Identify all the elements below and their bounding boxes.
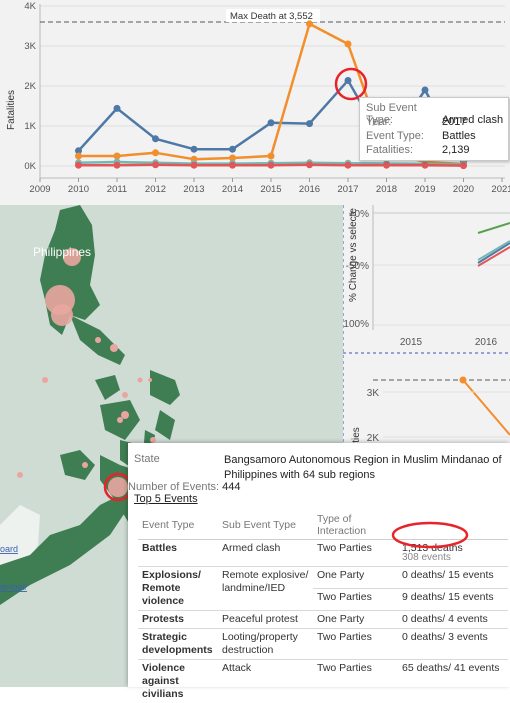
event-bubble[interactable] — [110, 344, 118, 352]
data-point[interactable] — [268, 119, 275, 126]
mindoro-island[interactable] — [95, 375, 120, 400]
tooltip-row-fatalities: Fatalities:2,139 — [366, 144, 470, 156]
data-point[interactable] — [383, 162, 390, 169]
data-point[interactable] — [268, 162, 275, 169]
event-bubble[interactable] — [138, 378, 143, 383]
data-point[interactable] — [268, 153, 275, 160]
data-point[interactable] — [152, 149, 159, 156]
event-bubble[interactable] — [82, 462, 88, 468]
data-point[interactable] — [229, 146, 236, 153]
data-point[interactable] — [152, 135, 159, 142]
x-tick-label: 2016 — [299, 184, 320, 195]
data-point[interactable] — [114, 105, 121, 112]
event-bubble[interactable] — [117, 417, 123, 423]
pct-tick: -100% — [343, 319, 369, 330]
data-point[interactable] — [422, 162, 429, 169]
zamboanga-area[interactable] — [60, 450, 95, 480]
x-tick-label: 2013 — [183, 184, 204, 195]
highlight-circle-battles — [393, 523, 467, 547]
pct-series-blue — [478, 243, 510, 263]
pct-tick: -50% — [346, 261, 369, 272]
y-tick-label: 2K — [24, 81, 36, 92]
event-bubble-bangsamoro[interactable] — [108, 477, 128, 497]
x-tick-label: 2015 — [260, 184, 281, 195]
data-point[interactable] — [306, 161, 313, 168]
samar-island[interactable] — [150, 370, 180, 405]
leyte-island[interactable] — [155, 410, 175, 440]
tooltip-row-event-type: Event Type:Battles — [366, 130, 476, 142]
state-detail-tooltip: State Bangsamoro Autonomous Region in Mu… — [128, 443, 510, 687]
tooltip-row-year: Year:2017 — [366, 116, 466, 128]
x-tick-label: 2009 — [29, 184, 50, 195]
mini-tick: 3K — [367, 388, 380, 399]
max-death-label: Max Death at 3,552 — [230, 11, 313, 22]
y-tick-label: 0K — [24, 161, 36, 172]
y-axis-title: Fatalities — [6, 90, 17, 130]
event-bubble[interactable] — [42, 377, 48, 383]
data-point[interactable] — [191, 162, 198, 169]
pct-series-green — [478, 223, 510, 233]
mini-series-orange — [463, 380, 510, 435]
data-point[interactable] — [114, 153, 121, 160]
x-tick-label: 2021 — [491, 184, 510, 195]
event-bubble[interactable] — [148, 378, 152, 382]
data-point[interactable] — [306, 120, 313, 127]
x-tick-label: 2012 — [145, 184, 166, 195]
data-point[interactable] — [75, 153, 82, 160]
data-point[interactable] — [114, 162, 121, 169]
data-point[interactable] — [152, 161, 159, 168]
data-point[interactable] — [345, 162, 352, 169]
data-point[interactable] — [75, 162, 82, 169]
y-tick-label: 4K — [24, 1, 36, 12]
chart-tooltip: Sub Event Type:Armed clash Year:2017 Eve… — [359, 97, 509, 161]
data-point[interactable] — [229, 162, 236, 169]
map-label: Philippines — [33, 245, 91, 259]
x-tick-label: 2011 — [107, 184, 127, 195]
x-tick-label: 2020 — [453, 184, 474, 195]
data-point[interactable] — [460, 162, 467, 169]
data-point[interactable] — [191, 146, 198, 153]
pct-x-tick: 2016 — [475, 337, 498, 348]
data-point[interactable] — [345, 41, 352, 48]
pct-y-label: % Change vs selecte — [348, 208, 359, 302]
x-tick-label: 2018 — [376, 184, 397, 195]
pct-x-tick: 2015 — [400, 337, 423, 348]
x-tick-label: 2010 — [68, 184, 89, 195]
event-bubble[interactable] — [17, 472, 23, 478]
data-point[interactable] — [345, 77, 352, 84]
x-tick-label: 2017 — [337, 184, 358, 195]
data-point[interactable] — [306, 20, 313, 27]
event-bubble[interactable] — [122, 392, 128, 398]
pct-tick: +0% — [349, 209, 369, 220]
x-tick-label: 2019 — [414, 184, 435, 195]
event-bubble[interactable] — [121, 411, 129, 419]
y-tick-label: 1K — [24, 121, 36, 132]
y-tick-label: 3K — [24, 41, 36, 52]
map-link-1[interactable]: oard — [0, 544, 18, 554]
event-bubble[interactable] — [51, 304, 73, 326]
x-tick-label: 2014 — [222, 184, 243, 195]
state-panel-overlay — [128, 443, 510, 687]
mini-y-label: ties — [351, 427, 362, 443]
event-bubble[interactable] — [95, 337, 101, 343]
map-link-2[interactable]: st-tool/ — [0, 582, 28, 592]
data-point[interactable] — [422, 87, 429, 94]
